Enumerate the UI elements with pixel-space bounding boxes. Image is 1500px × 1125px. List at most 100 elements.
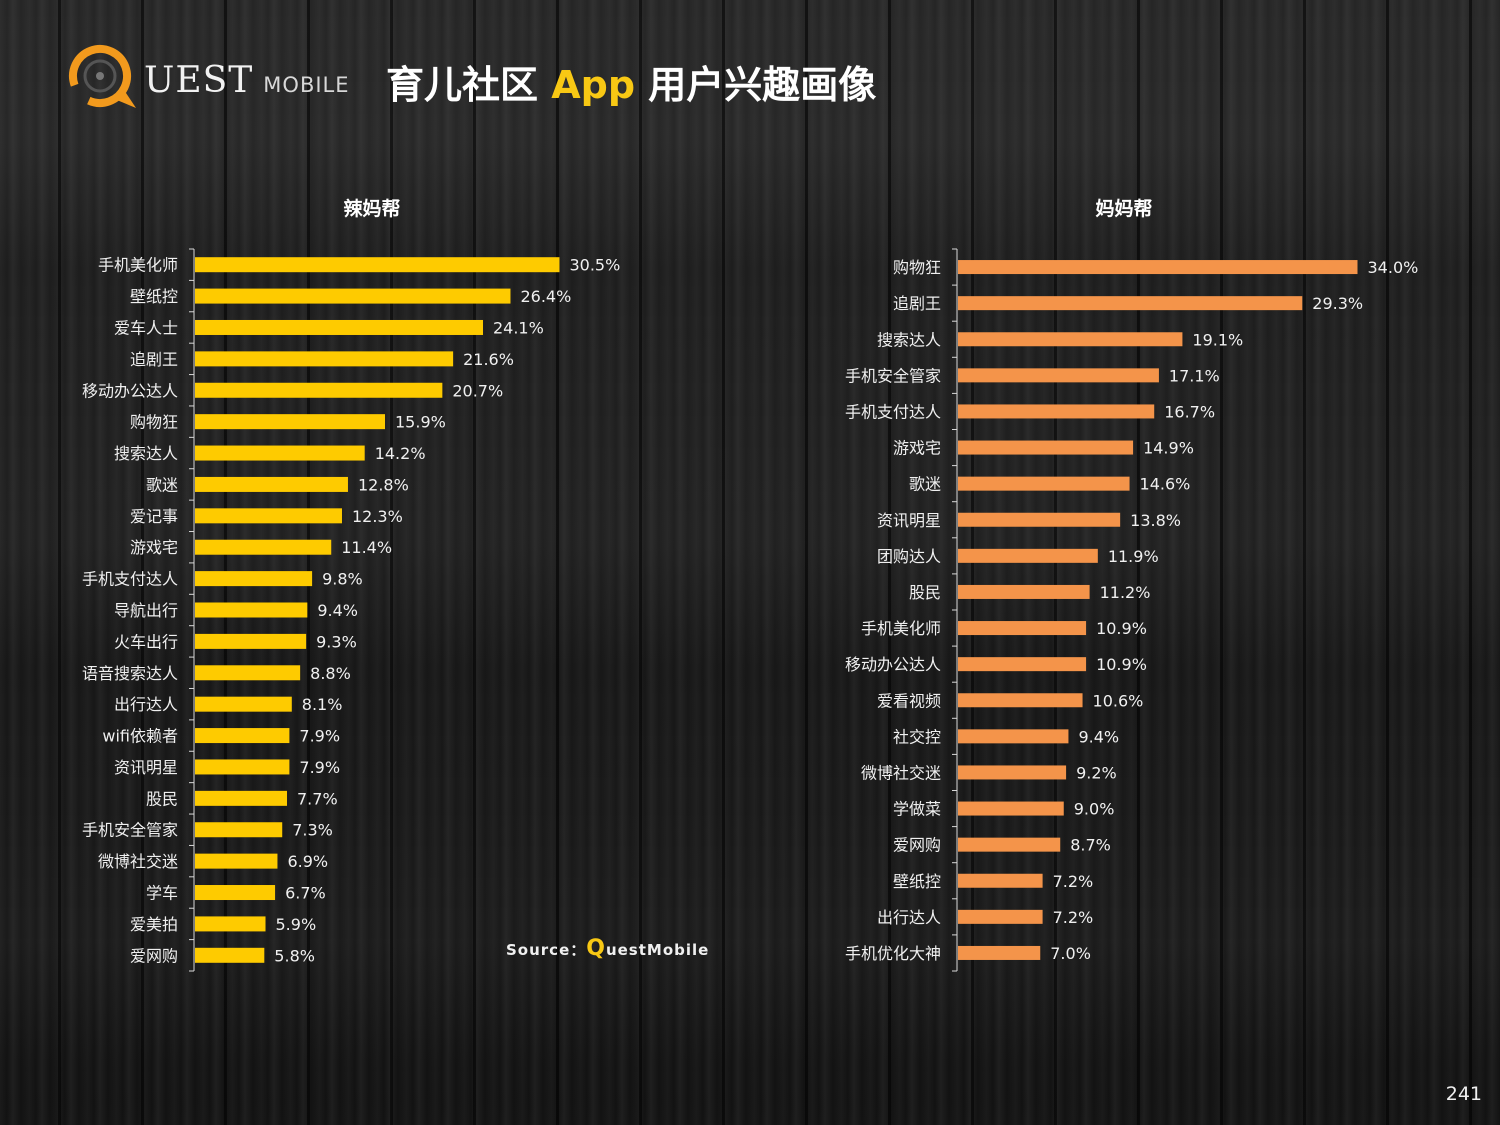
left-chart-value-label: 5.8% (274, 946, 315, 965)
right-chart-value-label: 10.6% (1093, 691, 1144, 710)
right-chart-category-label: 手机安全管家 (845, 366, 941, 385)
right-chart-category-label: 歌迷 (909, 475, 941, 494)
left-chart-bar (195, 319, 483, 335)
left-chart-bar (195, 822, 283, 838)
right-chart-bar (958, 440, 1134, 455)
left-chart-bar (195, 853, 278, 869)
right-chart-category-label: 股民 (909, 583, 941, 602)
right-chart-value-label: 19.1% (1192, 330, 1243, 349)
right-chart-category-label: 团购达人 (877, 547, 941, 566)
left-chart-bar (195, 790, 288, 806)
left-chart-bar (195, 885, 276, 901)
left-chart-bar (195, 445, 365, 461)
right-chart-category-label: 壁纸控 (893, 872, 941, 891)
right-chart-bar (958, 296, 1303, 311)
left-chart-bar (195, 539, 332, 555)
right-chart-bar (958, 584, 1090, 599)
left-chart-category-label: wifi依赖者 (102, 727, 178, 746)
source-prefix: Source： (506, 941, 587, 959)
left-chart-category-label: 手机安全管家 (82, 821, 178, 840)
left-chart-value-label: 5.9% (276, 915, 317, 934)
left-chart-category-label: 股民 (146, 789, 178, 808)
left-chart-value-label: 24.1% (493, 318, 544, 337)
left-chart-value-label: 7.9% (299, 727, 340, 746)
left-chart-value-label: 26.4% (520, 287, 571, 306)
right-chart-category-label: 资讯明星 (877, 511, 941, 530)
left-chart-value-label: 9.4% (317, 601, 358, 620)
right-chart-category-label: 追剧王 (893, 294, 941, 313)
left-chart-bar (195, 728, 290, 744)
left-chart-category-label: 移动办公达人 (82, 381, 178, 400)
left-chart-value-label: 21.6% (463, 350, 514, 369)
left-chart-bar (195, 633, 307, 649)
left-chart-bar (195, 916, 266, 932)
source-q-letter: Q (586, 936, 606, 961)
right-chart-value-label: 11.2% (1100, 583, 1151, 602)
left-chart-value-label: 6.9% (287, 852, 328, 871)
left-chart-category-label: 火车出行 (114, 632, 178, 651)
right-chart-value-label: 7.2% (1053, 908, 1094, 927)
right-chart-bar (958, 693, 1083, 708)
left-chart-value-label: 8.8% (310, 664, 351, 683)
logo-wordmark: UEST MOBILE (144, 60, 350, 101)
right-chart-category-label: 手机支付达人 (845, 402, 941, 421)
left-chart-bar (195, 571, 313, 587)
left-chart-bar (195, 665, 301, 681)
left-chart-category-label: 出行达人 (114, 695, 178, 714)
right-chart-value-label: 7.0% (1050, 944, 1091, 963)
right-chart-category-label: 搜索达人 (877, 330, 941, 349)
left-chart-category-label: 壁纸控 (130, 287, 178, 306)
right-chart-category-label: 社交控 (893, 727, 941, 746)
left-chart-bar (195, 759, 290, 775)
left-chart-bar (195, 476, 348, 492)
questmobile-logo: UEST MOBILE (66, 42, 349, 114)
left-chart-category-label: 手机美化师 (98, 256, 178, 275)
right-chart-bar (958, 621, 1087, 636)
left-chart-bar (195, 414, 386, 430)
right-chart-bar (958, 368, 1159, 383)
left-chart-value-label: 20.7% (452, 381, 503, 400)
right-chart-category-label: 手机美化师 (861, 619, 941, 638)
left-chart-category-label: 微博社交迷 (98, 852, 178, 871)
left-chart-category-label: 爱记事 (130, 507, 178, 526)
right-chart-value-label: 29.3% (1312, 294, 1363, 313)
right-chart-bar (958, 548, 1098, 563)
left-chart-category-label: 导航出行 (114, 601, 178, 620)
left-chart-bar (195, 947, 265, 963)
right-chart-bar (958, 909, 1043, 924)
right-chart-bar (958, 837, 1061, 852)
right-chart-category-label: 购物狂 (893, 258, 941, 277)
right-chart-category-label: 爱网购 (893, 836, 941, 855)
left-chart-bar (195, 288, 511, 304)
right-chart-category-label: 手机优化大神 (845, 944, 941, 963)
left-chart-category-label: 手机支付达人 (82, 570, 178, 589)
right-chart-bar (958, 945, 1041, 960)
right-chart-value-label: 14.6% (1140, 475, 1191, 494)
left-chart-bar (195, 257, 560, 273)
left-chart-category-label: 爱网购 (130, 946, 178, 965)
page-number: 241 (1445, 1083, 1482, 1105)
left-chart-bar (195, 696, 292, 712)
right-chart-value-label: 11.9% (1108, 547, 1159, 566)
right-chart-value-label: 34.0% (1368, 258, 1419, 277)
left-chart-value-label: 8.1% (302, 695, 343, 714)
left-chart-value-label: 7.3% (292, 821, 333, 840)
right-chart-category-label: 游戏宅 (893, 439, 941, 458)
page-title: 育儿社区 App 用户兴趣画像 (386, 54, 876, 109)
right-chart-value-label: 9.0% (1074, 800, 1115, 819)
left-chart-bar (195, 508, 342, 524)
left-chart-category-label: 学车 (146, 884, 178, 903)
logo-mobile-text: MOBILE (263, 73, 350, 97)
right-chart-bar (958, 765, 1067, 780)
left-chart-value-label: 7.7% (297, 789, 338, 808)
left-chart-value-label: 12.8% (358, 475, 409, 494)
left-chart-category-label: 追剧王 (130, 350, 178, 369)
left-chart-title: 辣妈帮 (343, 198, 401, 220)
left-chart-category-label: 歌迷 (146, 475, 178, 494)
right-chart-bar (958, 801, 1064, 816)
right-chart-category-label: 出行达人 (877, 908, 941, 927)
right-chart-category-label: 微博社交迷 (861, 763, 941, 782)
right-chart-value-label: 9.4% (1078, 727, 1119, 746)
right-chart-bar (958, 512, 1121, 527)
right-chart-category-label: 爱看视频 (877, 691, 941, 710)
